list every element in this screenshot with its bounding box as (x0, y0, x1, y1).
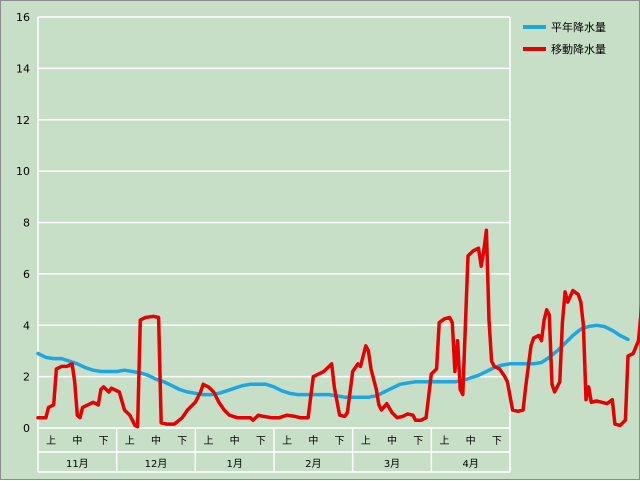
y-tick-label: 12 (16, 114, 30, 127)
month-label: 2月 (305, 458, 321, 470)
month-label: 12月 (145, 458, 168, 470)
dekad-label: 上 (125, 435, 135, 447)
y-tick-label: 6 (23, 268, 30, 281)
dekad-label: 上 (439, 435, 449, 447)
dekad-label: 中 (230, 434, 240, 447)
series-line-2 (36, 228, 640, 429)
gridlines (38, 16, 510, 378)
dekad-label: 下 (177, 436, 187, 447)
month-label: 1月 (226, 458, 242, 470)
month-label: 4月 (462, 458, 478, 470)
dekad-label: 中 (308, 434, 318, 447)
series-lines (36, 228, 640, 429)
dekad-label: 上 (282, 435, 292, 447)
y-tick-label: 0 (23, 422, 30, 435)
y-tick-label: 4 (23, 319, 30, 332)
month-label: 11月 (66, 458, 89, 470)
dekad-label: 中 (151, 434, 161, 447)
dekad-label: 下 (256, 436, 266, 447)
y-tick-label: 14 (16, 62, 30, 75)
dekad-label: 中 (466, 434, 476, 447)
y-tick-label: 8 (23, 217, 30, 230)
dekad-label: 上 (361, 435, 371, 447)
dekad-label: 下 (335, 436, 345, 447)
dekad-label: 中 (387, 434, 397, 447)
month-label: 3月 (384, 458, 400, 470)
y-tick-label: 16 (16, 11, 30, 24)
y-tick-label: 2 (23, 371, 30, 384)
dekad-label: 下 (99, 436, 109, 447)
dekad-label: 上 (203, 435, 213, 447)
axes: 0246810121416上中下11月上中下12月上中下1月上中下2月上中下3月… (16, 11, 511, 473)
y-tick-label: 10 (16, 165, 30, 178)
legend-label: 平年降水量 (551, 20, 606, 34)
legend-label: 移動降水量 (551, 42, 606, 56)
dekad-label: 下 (492, 436, 502, 447)
dekad-label: 下 (413, 436, 423, 447)
dekad-label: 中 (72, 434, 82, 447)
dekad-label: 上 (46, 435, 56, 447)
